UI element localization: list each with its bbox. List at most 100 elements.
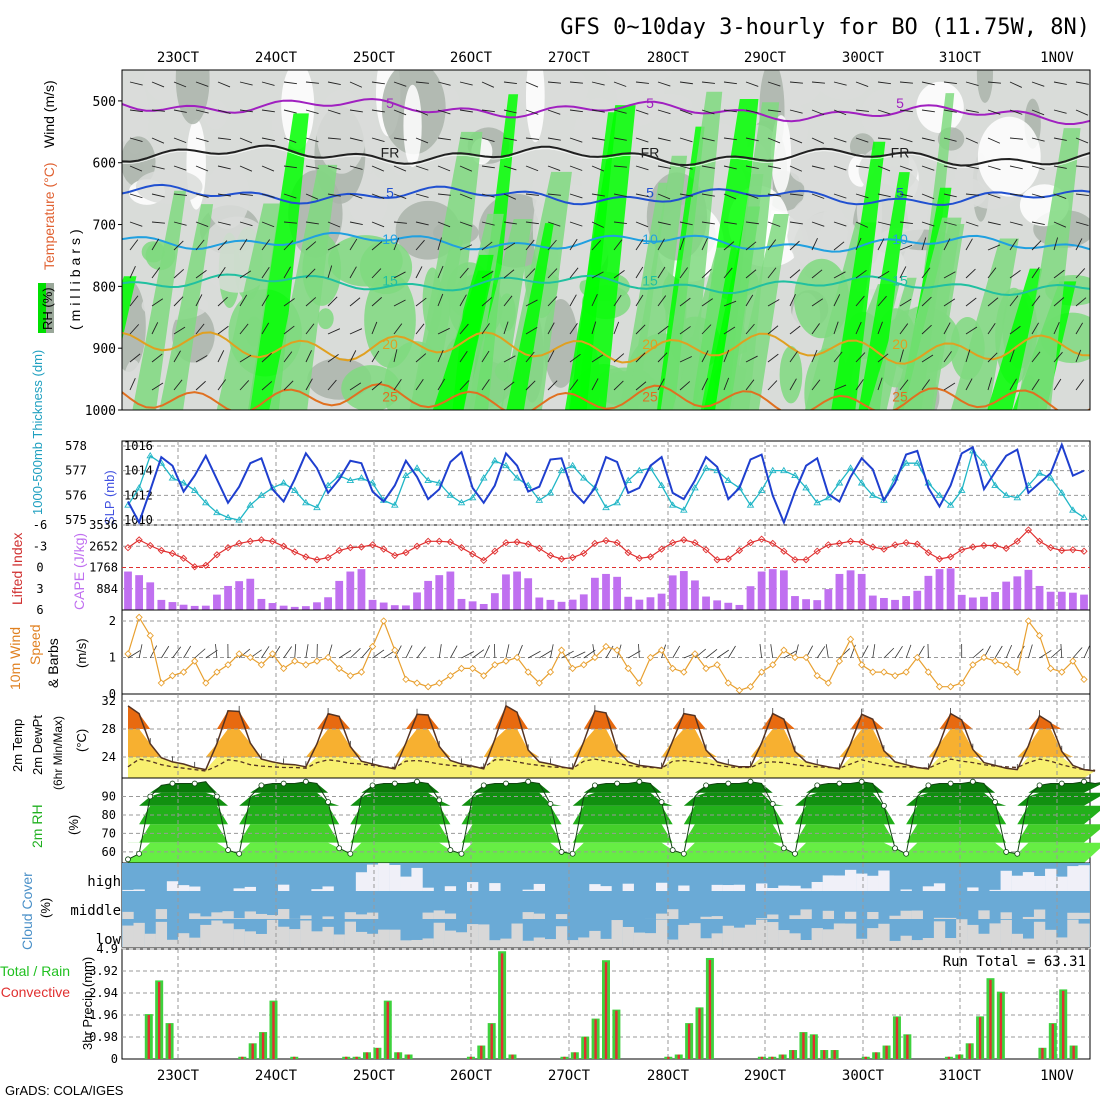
wind-barb (283, 165, 297, 169)
cloud-gap (411, 867, 423, 891)
wind-barb (327, 354, 339, 363)
cloud-gap (333, 934, 345, 947)
wind-barb (393, 109, 407, 116)
wind-barb (261, 193, 275, 198)
wind-barb (569, 109, 583, 113)
cloud-gap (767, 922, 779, 947)
wind-barb (151, 353, 163, 363)
thickness-point (224, 513, 232, 521)
wind-barb (261, 322, 270, 335)
cloud-gap (889, 915, 901, 919)
wind-barb (679, 381, 691, 391)
wind-barb (217, 325, 229, 335)
wind-speed-point (257, 661, 266, 669)
wind-barb (283, 81, 297, 85)
rh-point (214, 793, 220, 800)
wind-barb (129, 239, 139, 251)
precip-bar-convective (272, 1001, 275, 1059)
wind-speed-point (724, 679, 732, 687)
cape-bar (524, 578, 533, 610)
lifted-index-point (1080, 547, 1088, 555)
cloud-gap (555, 914, 568, 919)
cloud-gap (744, 924, 757, 947)
wind-speed-point (179, 668, 188, 676)
cloud-gap (344, 912, 357, 919)
cloud-gap (300, 915, 312, 919)
wind-barb (129, 377, 136, 391)
wind-barb (371, 350, 380, 363)
temp-line (127, 704, 1096, 772)
wind-barb (855, 295, 865, 307)
cape-bar (590, 577, 599, 610)
wind-barb (679, 109, 693, 115)
cloud-gap (422, 938, 434, 947)
lifted-index-point (246, 537, 254, 545)
precip-bar-convective (812, 1034, 816, 1059)
cape-bar (124, 571, 132, 610)
wind-barb (861, 645, 869, 659)
wind-barb (217, 109, 231, 115)
wind-barb (789, 165, 803, 172)
lifted-index-point (291, 548, 299, 556)
wind-barb (921, 165, 935, 171)
wind-barb (525, 326, 538, 335)
wind-barb (151, 137, 165, 144)
thickness-point (857, 479, 866, 486)
cloud-gap (300, 920, 312, 947)
isotherm-label: 25 (382, 389, 398, 405)
cloud-gap (511, 923, 523, 947)
wind-speed-point (746, 683, 755, 691)
cloud-gap (389, 929, 401, 947)
lifted-index-point (268, 537, 277, 545)
wind-barb (965, 378, 973, 391)
date-label-top: 28OCT (647, 50, 690, 66)
date-label-top: 24OCT (255, 50, 298, 66)
wind-barb (393, 165, 407, 172)
cape-bar (479, 603, 488, 610)
wind-speed-point (780, 646, 788, 654)
precip-bar-convective (906, 1034, 909, 1059)
thickness-point (668, 501, 677, 508)
wind-barb (591, 109, 605, 113)
wind-speed-point (146, 631, 154, 640)
rh-point (436, 797, 443, 804)
wind-barb (723, 326, 736, 335)
wind-barb (825, 644, 829, 659)
wind-barb (503, 269, 515, 279)
precip-legend-convective: Convective (1, 984, 70, 1000)
precip-bar-convective (469, 1056, 473, 1059)
wind-barb (283, 109, 297, 114)
lifted-index-point (791, 556, 799, 564)
cloud-gap (778, 885, 790, 891)
wind-barb (438, 644, 442, 659)
wind-barb (635, 294, 644, 307)
wind-barb (569, 353, 581, 363)
wind-barb (305, 193, 319, 200)
precip-axis-label: 3hr Precip (mm) (80, 957, 95, 1050)
wind-barb (789, 378, 797, 391)
cloud-gap (322, 916, 334, 919)
thickness-point (457, 498, 466, 506)
wind-barb (833, 271, 846, 279)
wind-barb (635, 352, 646, 363)
wind-barb (205, 649, 218, 659)
wind-barb (591, 271, 604, 279)
wind-barb (503, 242, 516, 251)
wind-barb (1031, 81, 1045, 87)
wind-barb (811, 221, 825, 227)
wind-barb (1053, 351, 1063, 363)
wind-speed-point (769, 661, 777, 669)
cloud-gap (722, 885, 734, 891)
cape-bar (213, 594, 221, 610)
wind-barb (569, 267, 579, 279)
precip-bar-convective (407, 1054, 410, 1059)
thickness-point (935, 491, 944, 498)
wind-speed-point (1080, 675, 1088, 684)
wind-barb (1083, 645, 1091, 659)
wind-barb (547, 81, 561, 84)
precip-tick-label: 0.98 (89, 1030, 118, 1044)
wind-barb (525, 268, 536, 279)
rh-point (992, 799, 998, 805)
wind-barb (437, 349, 444, 363)
lifted-index-point (513, 538, 521, 546)
